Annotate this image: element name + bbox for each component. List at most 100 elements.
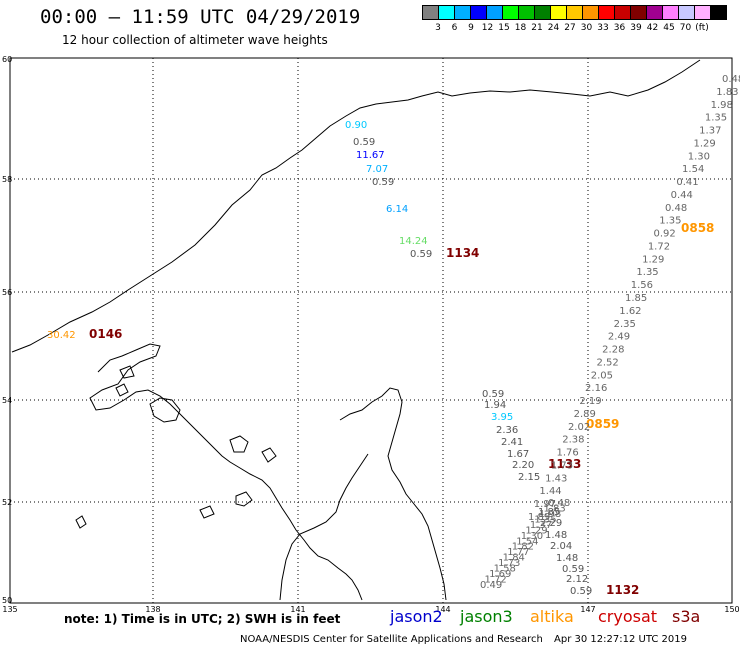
track-wave-height-value: 2.05 [591, 370, 613, 381]
timestamp-text: Apr 30 12:27:12 UTC 2019 [554, 634, 687, 645]
satellite-name: cryosat [598, 607, 658, 626]
track-wave-height-value: 0.41 [676, 177, 698, 188]
track-wave-height-value: 1.54 [516, 536, 538, 547]
latitude-label: 50 [2, 596, 12, 605]
scale-label: 36 [613, 23, 626, 33]
track-wave-height-value: 1.35 [636, 267, 658, 278]
track-wave-height-value: 1.73 [551, 460, 573, 471]
track-wave-height-value: 1.77 [507, 547, 529, 558]
track-wave-height-value: 1.97 [534, 499, 556, 510]
scale-label: 33 [597, 23, 609, 33]
longitude-labels: 135 138 141 144 147 150 [2, 605, 739, 614]
latitude-labels: 60 58 56 54 52 50 [2, 55, 12, 605]
longitude-label: 141 [290, 605, 305, 614]
okhotsk-north-coast [11, 59, 701, 353]
scale-swatch [710, 5, 727, 20]
credit-text: NOAA/NESDIS Center for Satellite Applica… [240, 634, 543, 645]
track-wave-height-value: 1.73 [498, 558, 520, 569]
track-wave-height-value: 0.48 [665, 203, 687, 214]
wave-height-value: 1.85 [538, 507, 560, 518]
latitude-label: 54 [2, 396, 12, 405]
track-wave-height-value: 1.30 [521, 531, 543, 542]
track-wave-height-value: 1.89 [528, 512, 550, 523]
track-wave-height-value: 2.52 [596, 357, 618, 368]
wave-height-value: 1.48 [556, 553, 578, 564]
longitude-label: 144 [435, 605, 450, 614]
coastline [11, 59, 701, 601]
wave-height-value: 2.36 [496, 425, 518, 436]
track-wave-height-value: 2.16 [585, 383, 607, 394]
wave-height-value: 1134 [446, 246, 479, 260]
map-title: 00:00 – 11:59 UTC 04/29/2019 [40, 6, 361, 28]
island-2 [229, 435, 249, 453]
wave-height-value: 1133 [548, 457, 581, 471]
wave-height-value: 0.90 [345, 120, 367, 131]
wave-height-value: 1.94 [484, 400, 506, 411]
track-wave-height-value: 1.83 [543, 503, 565, 514]
wave-height-value: 0858 [681, 221, 714, 235]
track-wave-height-value: 1.98 [539, 509, 561, 520]
track-wave-height-value: 1.69 [489, 569, 511, 580]
wave-height-value: 2.15 [518, 472, 540, 483]
longitude-label: 138 [145, 605, 160, 614]
track-wave-height-value: 2.89 [574, 409, 596, 420]
track-wave-height-value: 1.98 [711, 100, 733, 111]
wave-height-value: 1.48 [545, 530, 567, 541]
wave-height-value: 30.42 [47, 330, 76, 341]
scale-label: 45 [663, 23, 675, 33]
wave-height-value: 7.07 [366, 164, 388, 175]
latitude-label: 58 [2, 175, 12, 184]
track-wave-height-value: 1.29 [525, 525, 547, 536]
wave-height-value: 14.24 [399, 236, 428, 247]
track-wave-height-value: 1.43 [545, 473, 567, 484]
track-wave-height-value: 1.72 [485, 575, 507, 586]
footer: NOAA/NESDIS Center for Satellite Applica… [240, 634, 695, 645]
wave-height-value: 1.67 [507, 449, 529, 460]
track-wave-height-value: 1.35 [659, 216, 681, 227]
track-wave-height-value: 2.35 [614, 319, 636, 330]
track-wave-height-value: 0.44 [671, 190, 693, 201]
wave-height-value: 6.14 [386, 204, 408, 215]
scale-label: 15 [498, 23, 510, 33]
observation-labels: 0.90 0.59 11.67 7.07 0.59 6.14 14.24 0.59 1134 30… [47, 120, 714, 597]
track-wave-height-value: 1.72 [648, 241, 670, 252]
track-wave-height-value: 1.62 [619, 306, 641, 317]
wave-height-value: 2.12 [566, 574, 588, 585]
track-wave-height-value: 1.44 [539, 486, 561, 497]
scale-label: 21 [531, 23, 543, 33]
track-wave-height-value: 1.85 [625, 293, 647, 304]
island-5 [199, 505, 215, 519]
track-wave-height-value: 2.38 [562, 435, 584, 446]
track-wave-height-value: 1.37 [699, 126, 721, 137]
track-wave-height-value: 0.92 [654, 229, 676, 240]
wave-height-value: 11.67 [356, 150, 385, 161]
latitude-label: 52 [2, 498, 12, 507]
wave-height-value: 0.59 [482, 389, 504, 400]
satellite-name: s3a [672, 607, 701, 626]
satellite-name: altika [530, 607, 574, 626]
sakhalin-east-coast [339, 387, 447, 601]
track-wave-height-value: 2.49 [608, 332, 630, 343]
track-wave-height-value: 1.84 [503, 553, 525, 564]
graticule [10, 58, 732, 603]
scale-label: 42 [646, 23, 659, 33]
longitude-label: 147 [580, 605, 595, 614]
satellite-name: jason2 [390, 607, 443, 626]
scale-label: 24 [547, 23, 560, 33]
wave-height-value: 0.59 [372, 177, 394, 188]
wave-height-value: 1132 [606, 583, 639, 597]
scale-label: 12 [481, 23, 494, 33]
wave-height-value: 2.04 [550, 541, 572, 552]
wave-height-value: 2.41 [501, 437, 523, 448]
track-wave-height-value: 0.48 [722, 74, 740, 85]
longitude-label: 135 [2, 605, 17, 614]
map-frame [9, 57, 733, 604]
track-wave-height-value: 0.49 [480, 580, 502, 591]
track-wave-height-value: 2.02 [568, 422, 590, 433]
satellite-track-b: 0.481.831.981.351.371.291.301.541.821.77… [480, 498, 570, 591]
wave-height-value: 0859 [586, 417, 619, 431]
track-wave-height-value: 1.76 [557, 448, 579, 459]
latitude-label: 60 [2, 55, 12, 64]
scale-label: (ft) [695, 23, 709, 33]
